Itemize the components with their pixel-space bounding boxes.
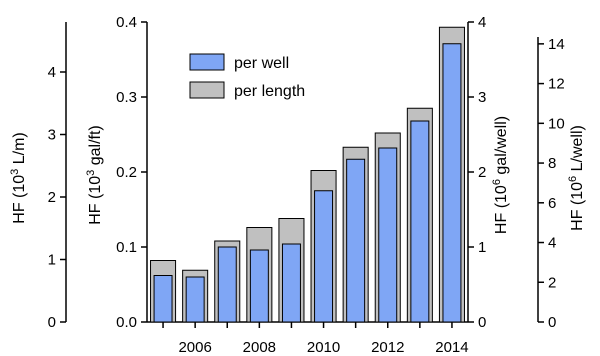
tick-label-ax2: 0.1: [116, 239, 137, 256]
bar-per-well-2005: [153, 275, 173, 323]
tick-label-ax4: 4: [548, 235, 556, 252]
x-tick-label-2008: 2008: [243, 339, 276, 356]
tick-label-ax1: 2: [48, 189, 56, 206]
bar-per-well-2007: [217, 246, 237, 323]
axis-ax2: 0.0 0.1 0.2 0.3 0.4 HF (103 gal/ft): [85, 14, 148, 331]
axis-ax3: 0 1 2 3 4 HF (106 gal/well): [467, 14, 510, 331]
legend-swatch-per-well: [189, 53, 225, 71]
bar-per-well-2014: [442, 43, 462, 323]
legend-label-per-well: per well: [234, 55, 289, 72]
tick-label-ax4: 0: [548, 314, 556, 331]
axis-label-ax2: HF (103 gal/ft): [85, 125, 104, 225]
axis-label-ax4: HF (106 L/well): [567, 125, 586, 231]
axis-label-ax3: HF (106 gal/well): [491, 116, 510, 234]
tick-label-ax1: 1: [48, 252, 56, 269]
x-tick-label-2012: 2012: [371, 339, 404, 356]
bar-per-well-2011: [346, 158, 366, 323]
tick-label-ax2: 0.3: [116, 89, 137, 106]
bar-per-well-2009: [281, 243, 301, 323]
tick-label-ax2: 0.2: [116, 164, 137, 181]
tick-label-ax1: 3: [48, 127, 56, 144]
tick-label-ax3: 3: [478, 89, 486, 106]
tick-label-ax1: 0: [48, 314, 56, 331]
tick-label-ax3: 0: [478, 314, 486, 331]
tick-label-ax3: 1: [478, 239, 486, 256]
x-tick-label-2014: 2014: [435, 339, 468, 356]
axis-ax4: 0 2 4 6 8 10 12 14 HF (106 L/well): [537, 36, 586, 331]
bar-per-well-2006: [185, 276, 205, 323]
tick-label-ax1: 4: [48, 64, 56, 81]
legend-label-per-length: per length: [234, 83, 305, 100]
legend-swatch-per-length: [189, 81, 225, 99]
bar-per-well-2008: [249, 249, 269, 323]
tick-label-ax4: 10: [548, 115, 565, 132]
tick-label-ax4: 12: [548, 76, 565, 93]
legend: per well per length: [189, 53, 305, 100]
tick-label-ax4: 8: [548, 155, 556, 172]
tick-label-ax2: 0.4: [116, 14, 137, 31]
bars-layer: [150, 26, 465, 323]
bar-per-well-2010: [314, 190, 334, 323]
axis-label-ax1: HF (103 L/m): [9, 132, 28, 223]
bar-per-well-2013: [410, 120, 430, 323]
tick-label-ax4: 2: [548, 274, 556, 291]
bar-per-well-2012: [378, 147, 398, 323]
tick-label-ax4: 14: [548, 36, 565, 53]
x-tick-label-2010: 2010: [307, 339, 340, 356]
tick-label-ax3: 2: [478, 164, 486, 181]
x-tick-label-2006: 2006: [178, 339, 211, 356]
tick-label-ax4: 6: [548, 195, 556, 212]
tick-label-ax2: 0.0: [116, 314, 137, 331]
axis-ax1: 0 1 2 3 4 HF (103 L/m): [9, 22, 67, 331]
tick-label-ax3: 4: [478, 14, 486, 31]
